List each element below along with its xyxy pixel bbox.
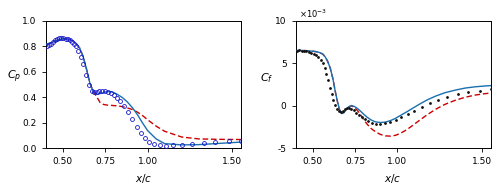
X-axis label: $x/c$: $x/c$ (134, 172, 152, 185)
Text: $\times 10^{-3}$: $\times 10^{-3}$ (300, 7, 328, 20)
Y-axis label: $C_f$: $C_f$ (260, 71, 274, 85)
X-axis label: $x/c$: $x/c$ (384, 172, 402, 185)
Y-axis label: $C_p$: $C_p$ (7, 68, 22, 85)
